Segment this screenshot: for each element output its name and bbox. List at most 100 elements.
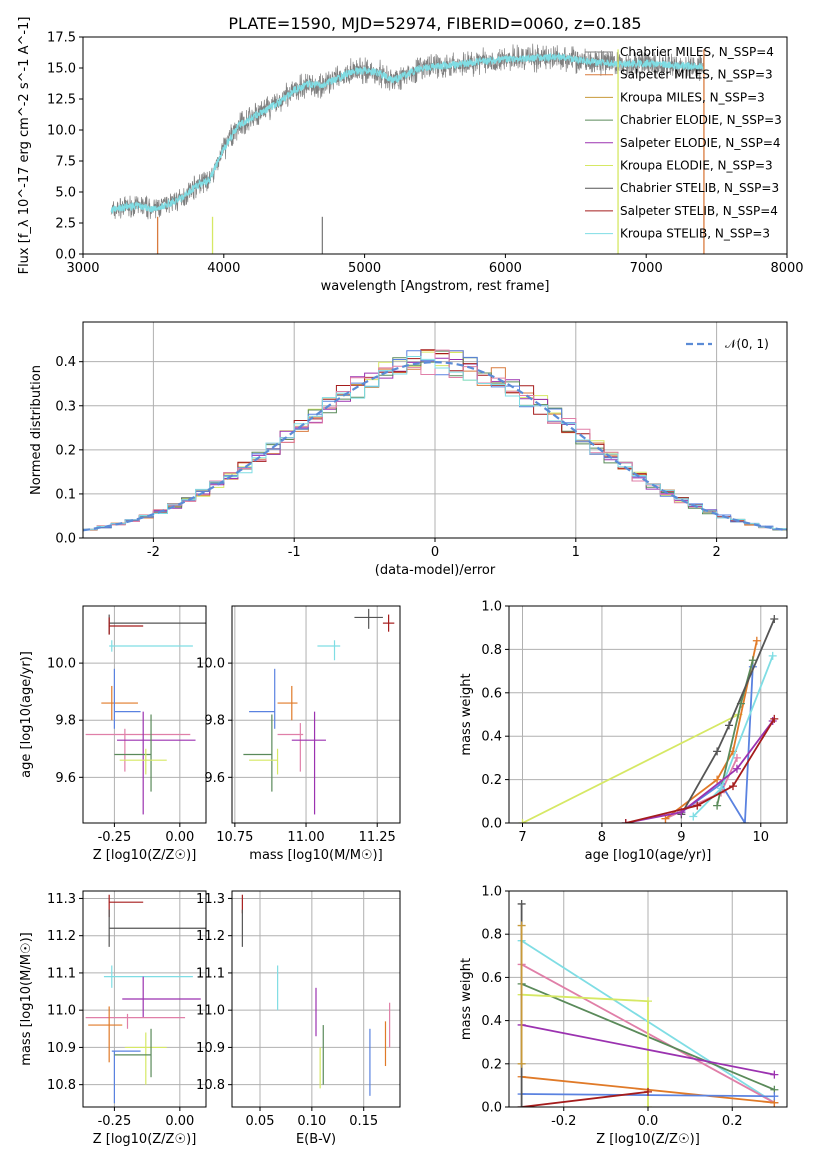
plot-area	[110, 43, 705, 254]
y-axis-label: Normed distribution	[29, 365, 44, 495]
x-tick-label: 1	[572, 545, 580, 560]
x-tick-label: 0.00	[165, 1114, 194, 1129]
y-axis-label: mass weight	[459, 673, 474, 755]
y-tick-label: 9.8	[204, 714, 225, 729]
series-line	[625, 718, 776, 823]
histogram-series	[83, 356, 787, 530]
x-tick-label: 0.10	[297, 1114, 326, 1129]
axes-frame	[82, 36, 788, 255]
series-line	[521, 993, 649, 1107]
x-tick-label: -2	[147, 545, 160, 560]
x-axis-label: Z [log10(Z/Z☉)]	[93, 848, 197, 863]
y-tick-label: 0.6	[481, 686, 502, 701]
plot-area	[83, 349, 787, 532]
x-axis-label: (data-model)/error	[375, 563, 496, 578]
series-marker	[732, 753, 741, 762]
normal-curve	[83, 360, 787, 532]
y-tick-label: 0.8	[481, 643, 502, 658]
series-marker	[518, 819, 527, 823]
legend-entry: Chabrier STELIB, N_SSP=3	[620, 181, 779, 195]
axes-mass_vs_EBV: 0.05 0.10 0.15 10.8 10.9 11.0 11.1 11.2 11.3 E(B-…	[196, 890, 401, 1147]
x-tick-label: 0.05	[246, 1114, 275, 1129]
axes-frame	[231, 890, 401, 1108]
plot-area	[241, 894, 391, 1096]
x-tick-label: 11.25	[359, 830, 396, 845]
y-tick-label: 0.8	[481, 928, 502, 943]
spectrum-data-line	[110, 43, 705, 220]
y-tick-label: 0.2	[481, 773, 502, 788]
series-marker	[517, 921, 526, 930]
x-tick-label: -0.25	[98, 830, 132, 845]
y-tick-label: 0.2	[481, 1057, 502, 1072]
y-tick-label: 9.6	[204, 771, 225, 786]
series-marker	[717, 784, 726, 793]
series-marker	[644, 997, 652, 1006]
x-tick-label: 0	[431, 545, 439, 560]
series-marker	[693, 801, 702, 810]
y-tick-label: 10.9	[196, 1041, 225, 1056]
series-marker	[644, 1087, 652, 1096]
x-tick-label: 0.2	[722, 1114, 743, 1129]
series-line	[521, 1024, 775, 1076]
y-tick-label: 17.5	[47, 31, 76, 46]
y-axis-label: age [log10(age/yr)]	[19, 651, 34, 778]
y-axis-label: mass weight	[459, 958, 474, 1040]
x-axis-label: Z [log10(Z/Z☉)]	[93, 1132, 197, 1147]
y-tick-label: 0.0	[55, 248, 76, 263]
axes-residuals: -2 -1 0 1 2 0.0 0.1 0.2 0.3 0.4 (data-model)/error…	[29, 321, 788, 578]
series-line	[680, 666, 754, 823]
axes-massweight_vs_Z: -0.2 0.0 0.2 0.0 0.2 0.4 0.6 0.8 1.0 Z [log10(Z/Z…	[459, 885, 788, 1147]
legend-entry: Kroupa ELODIE, N_SSP=3	[620, 159, 773, 173]
y-axis-label: Flux [f_λ 10^-17 erg cm^-2 s^-1 A^-1]	[17, 17, 32, 275]
legend-entry: Salpeter STELIB, N_SSP=4	[620, 204, 778, 218]
axes-age_vs_Z: -0.25 0.00 9.6 9.8 10.0 Z [log10(Z/Z☉)] age [l…	[19, 605, 207, 863]
y-tick-label: 12.5	[47, 93, 76, 108]
axes-frame	[82, 890, 207, 1108]
series-line	[680, 618, 776, 815]
y-tick-label: 0.0	[481, 817, 502, 832]
y-tick-label: 0.4	[481, 730, 502, 745]
x-tick-label: 7	[518, 830, 526, 845]
y-tick-label: 11.2	[47, 929, 76, 944]
x-tick-label: 5000	[348, 261, 381, 276]
series-marker	[728, 782, 737, 791]
y-tick-label: 10.0	[196, 657, 225, 672]
series-marker	[740, 819, 749, 823]
x-tick-label: 8000	[770, 261, 803, 276]
x-tick-label: -1	[288, 545, 301, 560]
x-tick-label: 11.00	[287, 830, 324, 845]
x-tick-label: 3000	[66, 261, 99, 276]
series-marker	[713, 775, 722, 784]
x-tick-label: 7000	[630, 261, 663, 276]
x-tick-label: -0.25	[98, 1114, 132, 1129]
legend-entry: Kroupa STELIB, N_SSP=3	[620, 227, 770, 241]
y-tick-label: 10.9	[47, 1041, 76, 1056]
y-tick-label: 11.1	[47, 966, 76, 981]
axes-frame	[508, 605, 788, 824]
series-marker	[770, 615, 779, 624]
series-marker	[517, 1103, 526, 1107]
y-tick-label: 2.5	[55, 217, 76, 232]
y-tick-label: 0.2	[55, 443, 76, 458]
x-tick-label: 8	[598, 830, 606, 845]
x-tick-label: 4000	[207, 261, 240, 276]
series-marker	[517, 899, 526, 908]
y-tick-label: 15.0	[47, 62, 76, 77]
series-line	[625, 720, 774, 823]
axes-spectrum: 3000 4000 5000 6000 7000 8000 0.0 2.5 5.0 7.5 10.0…	[17, 17, 804, 294]
plot-area	[85, 894, 206, 1104]
y-tick-label: 0.0	[55, 532, 76, 547]
series-marker	[752, 636, 761, 645]
y-tick-label: 0.6	[481, 971, 502, 986]
y-tick-label: 9.6	[55, 771, 76, 786]
figure-title: PLATE=1590, MJD=52974, FIBERID=0060, z=0…	[228, 14, 641, 33]
series-marker	[621, 819, 630, 823]
x-axis-label: mass [log10(M/M☉)]	[249, 848, 382, 863]
x-axis-label: Z [log10(Z/Z☉)]	[596, 1132, 700, 1147]
series-line	[521, 1091, 649, 1107]
series-line	[522, 713, 739, 823]
y-tick-label: 11.0	[196, 1004, 225, 1019]
y-tick-label: 10.0	[47, 657, 76, 672]
y-tick-label: 0.1	[55, 487, 76, 502]
